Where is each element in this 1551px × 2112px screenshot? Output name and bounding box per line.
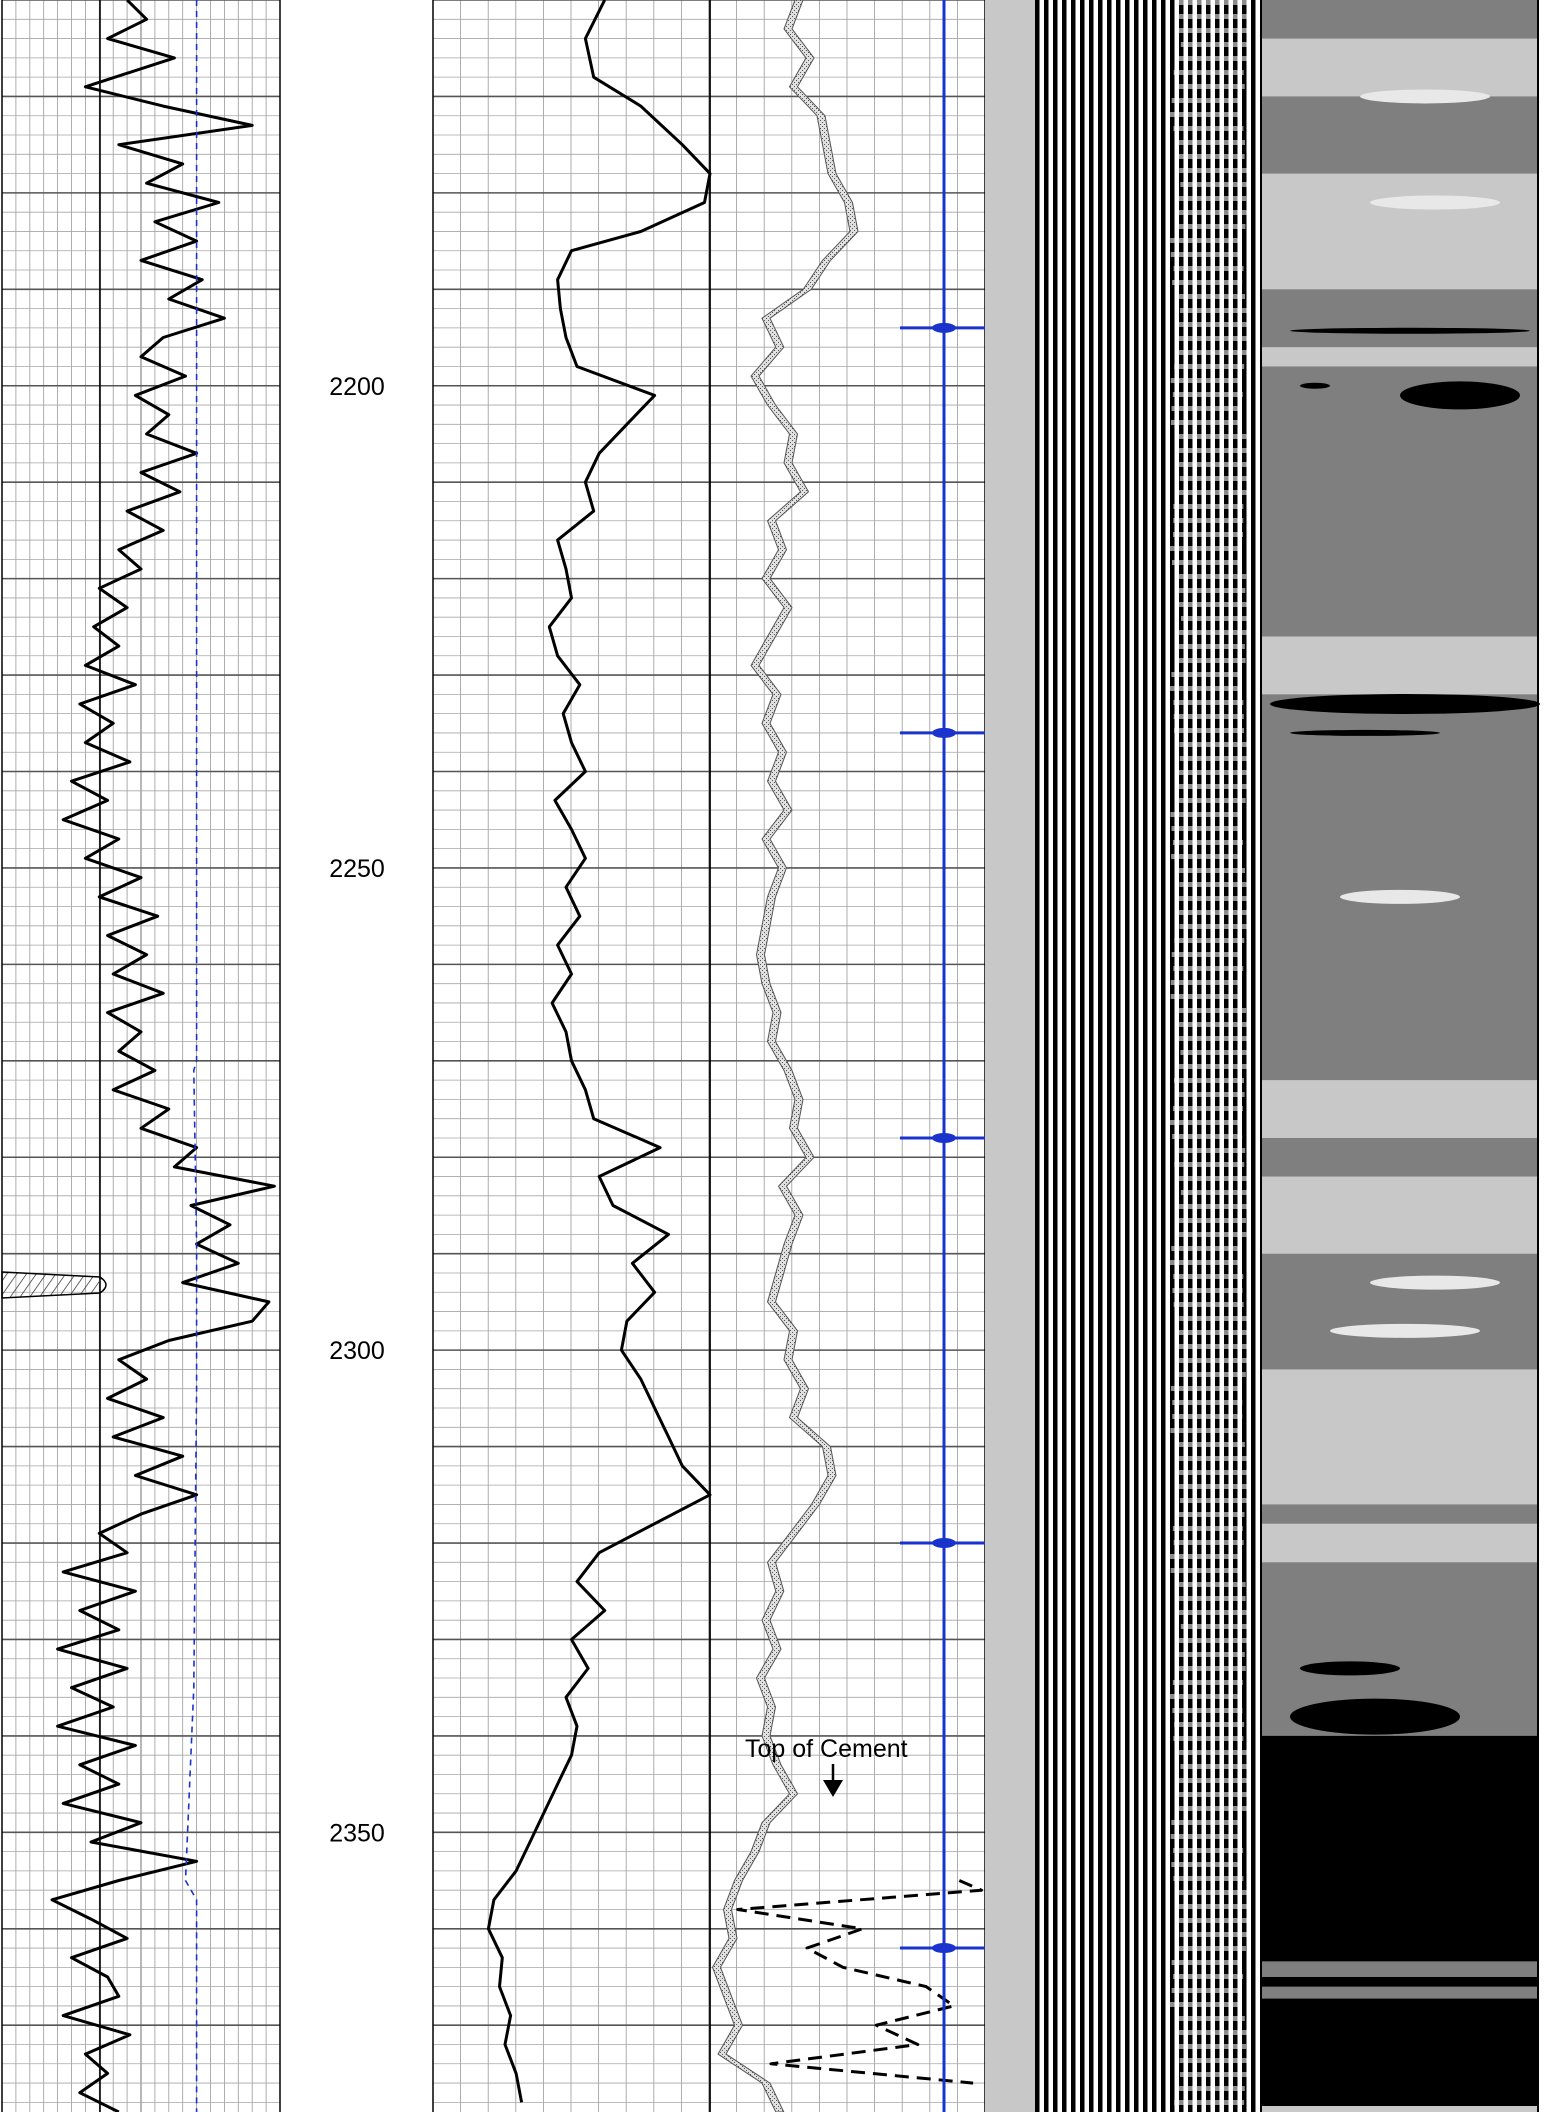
depth-tick-label: 2300 [329,1337,385,1365]
tick-blob-4 [932,1538,956,1549]
tick-blob-3 [932,1132,956,1143]
curve-track-1-2 [184,0,198,2112]
curve-track-2-2 [736,1879,983,2085]
top-of-cement-annotation: Top of Cement [745,1735,908,1797]
depth-tick-label: 2200 [329,373,385,401]
casing-collar-hatch [1,1271,107,1299]
curve-track-2-1 [486,0,712,2103]
depth-tick-label: 2350 [329,1819,385,1847]
image-tracks [985,0,1540,2112]
top-of-cement-label: Top of Cement [745,1735,908,1763]
curve-track-3-envelope [711,0,859,2112]
tick-blob-5 [932,1943,956,1954]
tick-blob-1 [932,322,956,333]
depth-tick-label: 2250 [329,855,385,883]
log-curves [50,0,985,2112]
tick-blob-2 [932,727,956,738]
track-frames [1,0,986,2112]
curve-track-1-1 [50,0,276,2112]
top-of-cement-arrow-icon [823,1780,843,1797]
track-grid [2,0,985,2112]
depth-labels: 2200 2250 2300 2350 [329,373,385,1848]
